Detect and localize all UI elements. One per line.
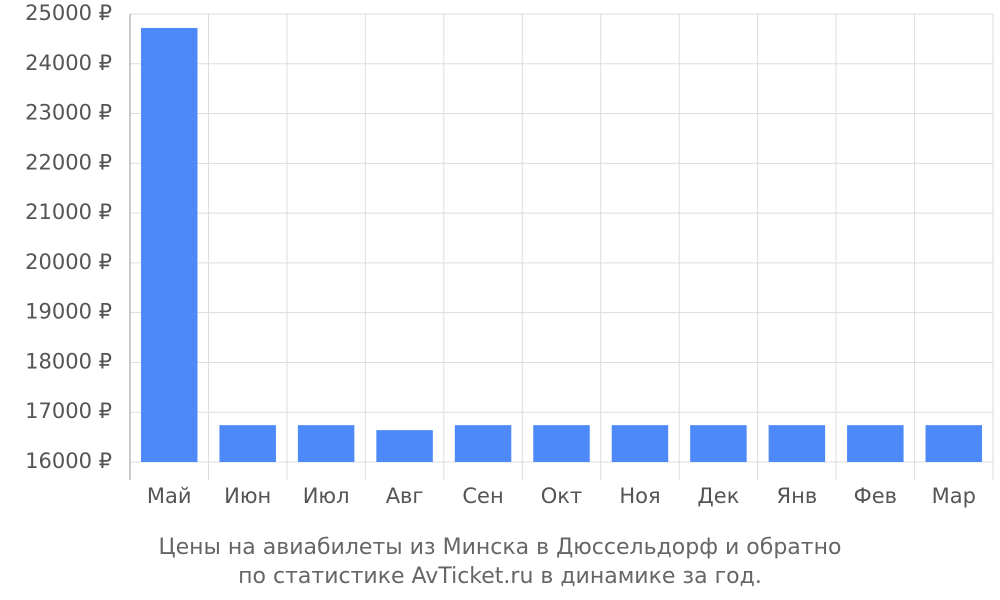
y-tick-label: 25000 ₽ [25,1,112,25]
bar [611,425,669,462]
y-tick-label: 20000 ₽ [25,250,112,274]
x-tick-label: Май [147,484,192,508]
x-tick-label: Дек [697,484,739,508]
bar [690,425,747,462]
y-tick-label: 22000 ₽ [25,150,112,174]
y-tick-label: 23000 ₽ [25,101,112,125]
x-tick-label: Сен [462,484,503,508]
x-tick-label: Июн [224,484,271,508]
x-tick-label: Окт [541,484,582,508]
y-tick-label: 18000 ₽ [25,349,112,373]
y-tick-label: 17000 ₽ [25,399,112,423]
x-tick-label: Июл [303,484,350,508]
bar [376,430,433,462]
bar [219,425,276,462]
x-tick-label: Ноя [619,484,660,508]
bar [454,425,512,462]
chart-title: по статистике AvTicket.ru в динамике за … [238,564,762,589]
x-tick-label: Янв [777,484,818,508]
x-tick-label: Авг [386,484,424,508]
y-tick-label: 24000 ₽ [25,51,112,75]
y-tick-label: 16000 ₽ [25,449,112,473]
bar [925,425,983,462]
y-tick-label: 19000 ₽ [25,300,112,324]
x-tick-label: Мар [932,484,976,508]
bar [297,425,355,462]
x-tick-label: Фев [854,484,897,508]
chart-title: Цены на авиабилеты из Минска в Дюссельдо… [159,535,842,560]
bar [768,425,826,462]
bar [533,425,590,462]
y-tick-label: 21000 ₽ [25,200,112,224]
bar [140,27,198,463]
bar [847,425,904,462]
